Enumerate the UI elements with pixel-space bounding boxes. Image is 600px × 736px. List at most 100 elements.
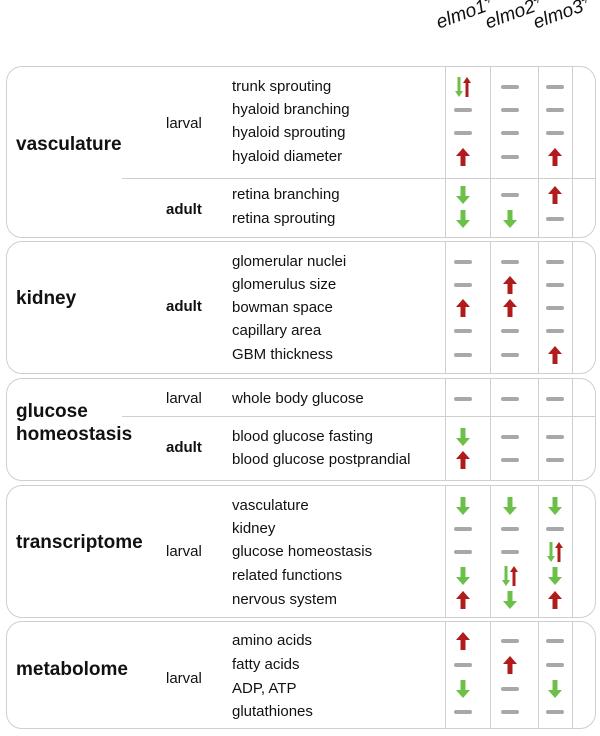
column-divider (572, 378, 573, 481)
effect-none (454, 283, 472, 287)
column-divider (538, 621, 539, 729)
phenotype-label: hyaloid diameter (232, 148, 343, 165)
arrow-up-icon (555, 542, 563, 562)
phenotype-label: GBM thickness (232, 346, 333, 363)
phenotype-label: trunk sprouting (232, 78, 332, 95)
effect-none (546, 260, 564, 264)
arrow-up-icon (548, 186, 562, 204)
column-divider (490, 241, 491, 374)
effect-none (454, 108, 472, 112)
column-divider (445, 621, 446, 729)
stage-label: larval (166, 670, 202, 687)
arrow-down-icon (455, 77, 463, 97)
effect-up (456, 632, 470, 655)
arrow-up-icon (463, 77, 471, 97)
effect-none (501, 397, 519, 401)
column-divider (445, 241, 446, 374)
phenotype-label: vasculature (232, 497, 309, 514)
effect-up (548, 346, 562, 369)
arrow-down-icon (502, 566, 510, 586)
phenotype-label: glutathiones (232, 703, 313, 720)
effect-none (546, 306, 564, 310)
effect-none (454, 329, 472, 333)
effect-up (548, 186, 562, 209)
column-divider (538, 485, 539, 618)
effect-none (454, 131, 472, 135)
phenotype-label: fatty acids (232, 656, 300, 673)
phenotype-label: retina branching (232, 186, 340, 203)
effect-down (456, 210, 470, 233)
arrow-up-icon (456, 148, 470, 166)
arrow-down-icon (503, 591, 517, 609)
column-divider (572, 621, 573, 729)
stage-label: adult (166, 201, 202, 218)
effect-down-up (547, 542, 563, 562)
effect-none (501, 131, 519, 135)
effect-none (454, 260, 472, 264)
phenotype-label: amino acids (232, 632, 313, 649)
effect-none (501, 527, 519, 531)
phenotype-label: glomerulus size (232, 276, 337, 293)
effect-none (501, 108, 519, 112)
column-divider (572, 241, 573, 374)
stage-label: larval (166, 115, 202, 132)
arrow-up-icon (510, 566, 518, 586)
effect-none (546, 283, 564, 287)
phenotype-label: whole body glucose (232, 390, 364, 407)
arrow-down-icon (456, 186, 470, 204)
group-box (6, 485, 596, 618)
phenotype-label: glomerular nuclei (232, 253, 347, 270)
effect-none (501, 155, 519, 159)
column-divider (490, 66, 491, 238)
effect-down (456, 680, 470, 703)
effect-none (501, 639, 519, 643)
effect-none (501, 329, 519, 333)
stage-divider (122, 178, 596, 179)
effect-none (501, 550, 519, 554)
effect-none (501, 353, 519, 357)
effect-none (546, 329, 564, 333)
column-divider (445, 485, 446, 618)
effect-none (454, 353, 472, 357)
effect-none (546, 108, 564, 112)
column-divider (445, 66, 446, 238)
effect-down (503, 210, 517, 233)
effect-none (546, 131, 564, 135)
effect-none (546, 85, 564, 89)
group-box (6, 378, 596, 481)
category-label: vasculature (16, 134, 122, 155)
effect-none (501, 193, 519, 197)
arrow-down-icon (548, 497, 562, 515)
effect-none (546, 710, 564, 714)
effect-none (501, 435, 519, 439)
effect-up (548, 148, 562, 171)
arrow-up-icon (548, 346, 562, 364)
effect-none (546, 458, 564, 462)
effect-up (456, 299, 470, 322)
effect-none (546, 217, 564, 221)
effect-none (546, 435, 564, 439)
effect-none (546, 397, 564, 401)
arrow-up-icon (503, 276, 517, 294)
column-divider (538, 241, 539, 374)
stage-divider (122, 416, 596, 417)
column-divider (490, 621, 491, 729)
column-divider (538, 66, 539, 238)
effect-none (501, 458, 519, 462)
column-divider (490, 485, 491, 618)
effect-down (548, 567, 562, 590)
effect-up (548, 591, 562, 614)
effect-up (503, 299, 517, 322)
group-box (6, 621, 596, 729)
stage-label: larval (166, 543, 202, 560)
effect-none (501, 260, 519, 264)
phenotype-label: related functions (232, 567, 343, 584)
column-divider (538, 378, 539, 481)
category-label: transcriptome (16, 532, 143, 553)
effect-none (454, 663, 472, 667)
phenotype-label: glucose homeostasis (232, 543, 373, 560)
effect-down-up (502, 566, 518, 586)
arrow-up-icon (503, 299, 517, 317)
column-divider (490, 378, 491, 481)
effect-none (454, 550, 472, 554)
